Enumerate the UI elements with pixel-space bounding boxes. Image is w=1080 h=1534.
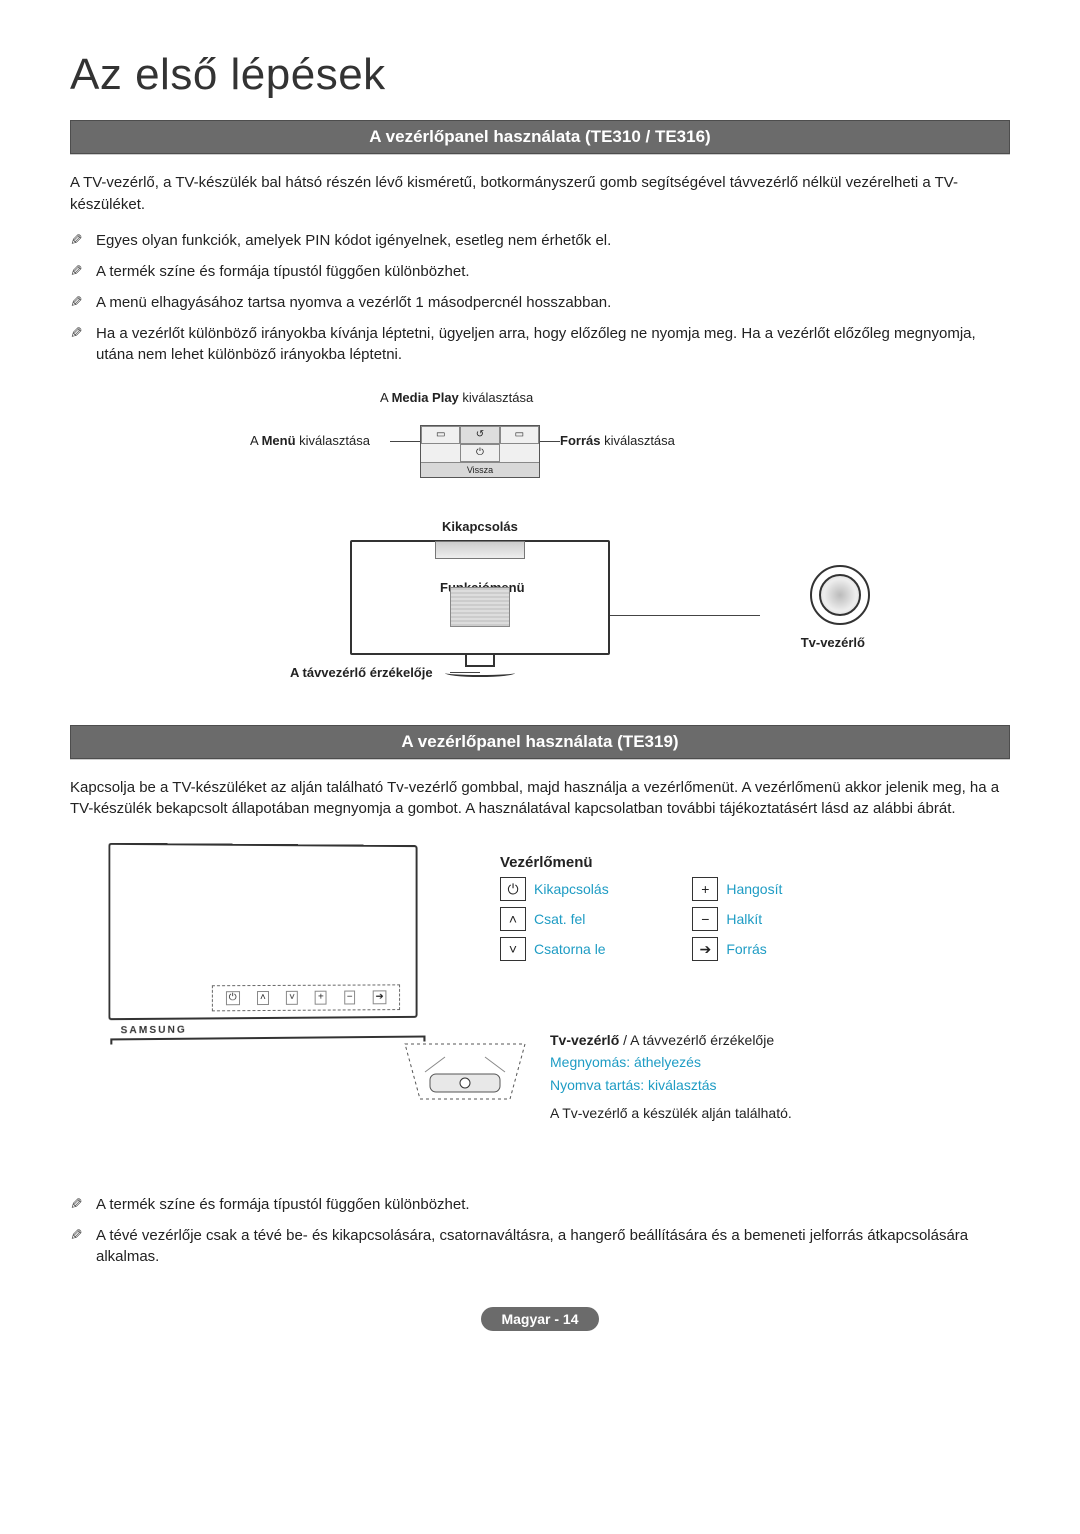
screen-top-bar <box>435 541 525 559</box>
panel-btn-icon: ⏻ <box>226 991 240 1005</box>
panel-btn-icon: ˅ <box>286 991 298 1005</box>
minus-icon: − <box>692 907 718 931</box>
menu-item-label: Forrás <box>726 941 860 957</box>
diagram-te319: ⏻ ˄ ˅ + − ➔ SAMSUNG Vezérlőmenü ⏻ Kikapc… <box>70 834 1010 1174</box>
controller-knob-illustration <box>810 565 870 625</box>
connector-line <box>610 615 760 616</box>
callout-hold-line: Nyomva tartás: kiválasztás <box>550 1074 792 1096</box>
note-item: A termék színe és formája típustól függő… <box>70 261 1010 282</box>
tv-illustration: ⏻ ˄ ˅ + − ➔ SAMSUNG <box>108 843 417 1020</box>
panel-btn-icon: ˄ <box>257 991 269 1005</box>
source-select-label: Forrás kiválasztása <box>560 433 675 448</box>
tv-illustration <box>350 540 610 655</box>
panel-btn-icon: ➔ <box>373 990 387 1004</box>
section1-notes: Egyes olyan funkciók, amelyek PIN kódot … <box>70 230 1010 365</box>
callout-title-rest: / A távvezérlő érzékelője <box>619 1032 774 1048</box>
callout-location-line: A Tv-vezérlő a készülék alján található. <box>550 1102 792 1124</box>
menu-item-label: Hangosít <box>726 881 860 897</box>
label-bold: Forrás <box>560 433 600 448</box>
osd-panel: ▭ ↺ ▭ ⏻ Vissza <box>420 425 540 478</box>
menu-item-label: Kikapcsolás <box>534 881 686 897</box>
chevron-up-icon: ˄ <box>500 907 526 931</box>
connector-line <box>538 441 560 442</box>
page-footer: Magyar - 14 <box>70 1307 1010 1331</box>
brand-label: SAMSUNG <box>121 1025 187 1037</box>
callout-press-line: Megnyomás: áthelyezés <box>550 1051 792 1073</box>
osd-cell: ⏻ <box>460 444 499 462</box>
control-menu-title: Vezérlőmenü <box>500 854 860 871</box>
source-icon: ➔ <box>692 937 718 961</box>
section2-heading: A vezérlőpanel használata (TE319) <box>70 725 1010 759</box>
remote-sensor-label: A távvezérlő érzékelője <box>290 665 433 680</box>
note-item: Ha a vezérlőt különböző irányokba kívánj… <box>70 323 1010 365</box>
label-bold: Menü <box>262 433 296 448</box>
diagram-te310: A Media Play kiválasztása A Menü kiválas… <box>70 385 1010 685</box>
osd-cell: ▭ <box>421 426 460 444</box>
label-text: A <box>250 433 262 448</box>
menu-item-label: Csat. fel <box>534 911 686 927</box>
bottom-button-panel: ⏻ ˄ ˅ + − ➔ <box>212 984 400 1011</box>
section1-intro: A TV-vezérlő, a TV-készülék bal hátsó ré… <box>70 172 1010 216</box>
section1-heading: A vezérlőpanel használata (TE310 / TE316… <box>70 120 1010 154</box>
controller-zoom-illustration <box>400 1039 530 1119</box>
label-text: kiválasztása <box>600 433 674 448</box>
chevron-down-icon: ˅ <box>500 937 526 961</box>
media-play-label: A Media Play kiválasztása <box>380 390 533 405</box>
note-item: A menü elhagyásához tartsa nyomva a vezé… <box>70 292 1010 313</box>
menu-item-label: Csatorna le <box>534 941 686 957</box>
plus-icon: + <box>692 877 718 901</box>
label-text: kiválasztása <box>296 433 370 448</box>
osd-cell: ↺ <box>460 426 499 444</box>
menu-item-label: Halkít <box>726 911 860 927</box>
power-off-label: Kikapcsolás <box>442 519 518 534</box>
label-text: A <box>380 390 392 405</box>
controller-info: Tv-vezérlő / A távvezérlő érzékelője Meg… <box>550 1029 792 1125</box>
note-item: Egyes olyan funkciók, amelyek PIN kódot … <box>70 230 1010 251</box>
power-icon: ⏻ <box>500 877 526 901</box>
tv-stand <box>110 1036 425 1045</box>
page-number-pill: Magyar - 14 <box>481 1307 598 1331</box>
control-menu-panel: Vezérlőmenü ⏻ Kikapcsolás + Hangosít ˄ C… <box>500 854 860 961</box>
connector-line <box>450 672 480 673</box>
note-item: A tévé vezérlője csak a tévé be- és kika… <box>70 1225 1010 1267</box>
section2-intro: Kapcsolja be a TV-készüléket az alján ta… <box>70 777 1010 821</box>
panel-btn-icon: − <box>344 991 356 1005</box>
osd-cell: ▭ <box>500 426 539 444</box>
page-title: Az első lépések <box>70 50 1010 100</box>
page: Az első lépések A vezérlőpanel használat… <box>0 0 1080 1534</box>
tv-controller-label: Tv-vezérlő <box>801 635 865 650</box>
osd-back-label: Vissza <box>421 462 539 477</box>
menu-select-label: A Menü kiválasztása <box>250 433 370 448</box>
panel-btn-icon: + <box>315 991 327 1005</box>
note-item: A termék színe és formája típustól függő… <box>70 1194 1010 1215</box>
callout-title-bold: Tv-vezérlő <box>550 1032 619 1048</box>
label-bold: Media Play <box>392 390 459 405</box>
tv-stand <box>465 653 495 667</box>
connector-line <box>390 441 420 442</box>
section2-notes: A termék színe és formája típustól függő… <box>70 1194 1010 1267</box>
screen-mid-box <box>450 587 510 627</box>
label-text: kiválasztása <box>459 390 533 405</box>
